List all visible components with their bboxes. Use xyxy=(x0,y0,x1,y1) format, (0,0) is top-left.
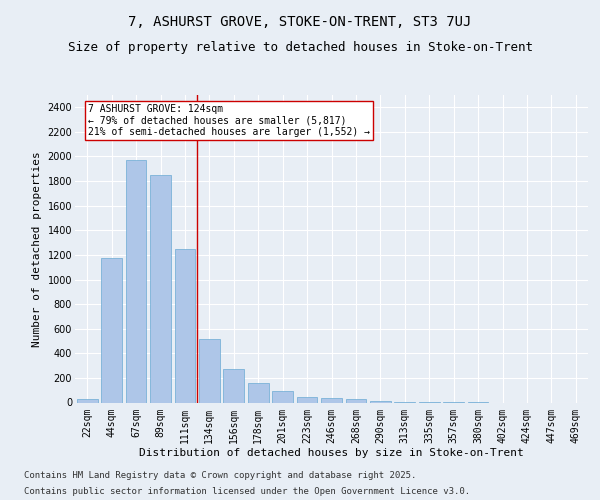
Bar xyxy=(248,384,269,402)
Text: 7 ASHURST GROVE: 124sqm
← 79% of detached houses are smaller (5,817)
21% of semi: 7 ASHURST GROVE: 124sqm ← 79% of detache… xyxy=(88,104,370,137)
Bar xyxy=(199,339,220,402)
Bar xyxy=(296,397,317,402)
Bar xyxy=(125,160,146,402)
Text: Contains HM Land Registry data © Crown copyright and database right 2025.: Contains HM Land Registry data © Crown c… xyxy=(24,472,416,480)
Bar xyxy=(101,258,122,402)
Text: Contains public sector information licensed under the Open Government Licence v3: Contains public sector information licen… xyxy=(24,486,470,496)
Bar xyxy=(175,250,196,402)
Bar xyxy=(272,392,293,402)
Bar xyxy=(321,398,342,402)
Text: 7, ASHURST GROVE, STOKE-ON-TRENT, ST3 7UJ: 7, ASHURST GROVE, STOKE-ON-TRENT, ST3 7U… xyxy=(128,16,472,30)
Bar xyxy=(223,370,244,402)
Bar xyxy=(346,399,367,402)
Bar xyxy=(150,175,171,402)
Bar xyxy=(77,400,98,402)
X-axis label: Distribution of detached houses by size in Stoke-on-Trent: Distribution of detached houses by size … xyxy=(139,448,524,458)
Text: Size of property relative to detached houses in Stoke-on-Trent: Size of property relative to detached ho… xyxy=(67,41,533,54)
Y-axis label: Number of detached properties: Number of detached properties xyxy=(32,151,42,346)
